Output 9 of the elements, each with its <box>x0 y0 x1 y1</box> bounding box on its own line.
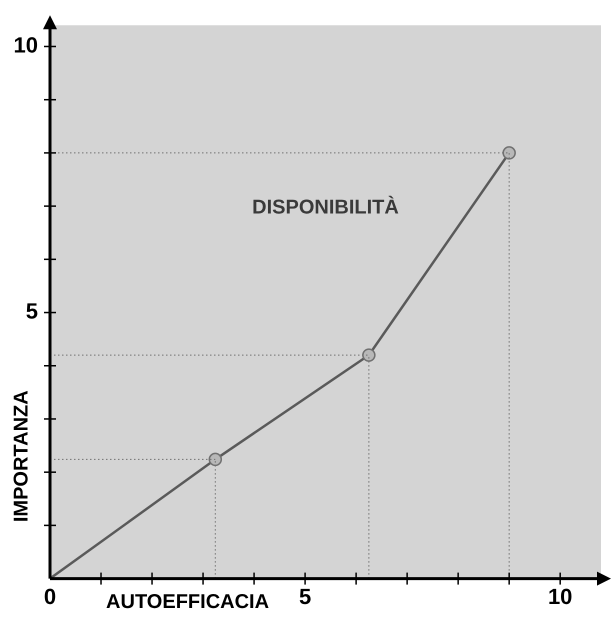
x-tick-label: 5 <box>298 584 312 609</box>
x-axis-title: AUTOEFFICACIA <box>106 591 270 614</box>
x-tick-label: 0 <box>44 584 56 609</box>
annotation: DISPONIBILITÀ <box>252 195 399 218</box>
point <box>208 452 222 466</box>
point <box>362 348 376 362</box>
point <box>502 146 516 160</box>
x-tick-label: 10 <box>548 584 572 609</box>
y-axis-title: IMPORTANZA <box>10 390 33 522</box>
